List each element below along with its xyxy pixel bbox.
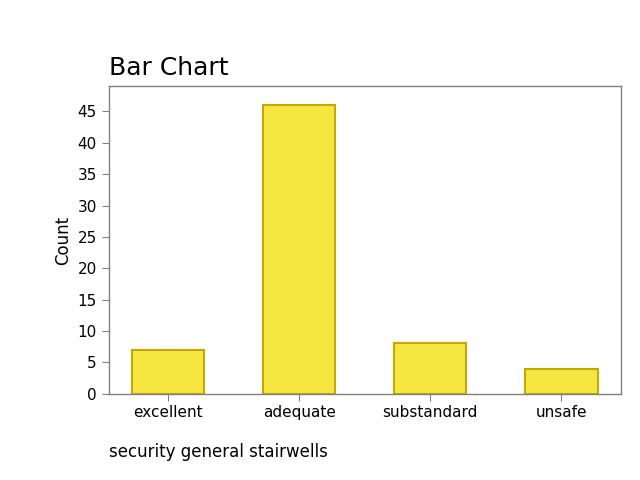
Y-axis label: Count: Count	[54, 216, 72, 264]
Text: security general stairwells: security general stairwells	[109, 443, 328, 461]
Bar	[525, 369, 598, 394]
Text: Bar Chart: Bar Chart	[109, 56, 228, 80]
Bar	[394, 344, 467, 394]
Bar	[132, 350, 204, 394]
Bar	[263, 105, 335, 394]
